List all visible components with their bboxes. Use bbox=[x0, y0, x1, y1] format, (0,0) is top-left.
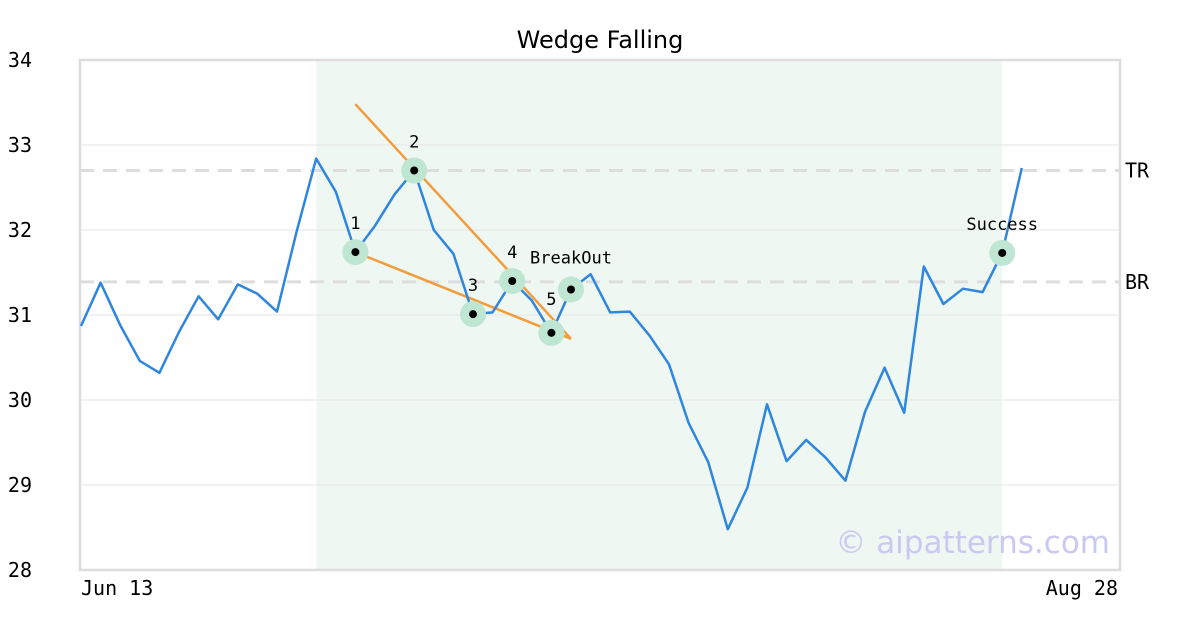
y-tick-label-34: 34 bbox=[8, 48, 32, 72]
x-tick-label-end: Aug 28 bbox=[1046, 576, 1118, 600]
point-label-4: 4 bbox=[507, 243, 517, 263]
point-label-breakout: BreakOut bbox=[530, 249, 612, 269]
watermark-text: © aipatterns.com bbox=[835, 525, 1110, 561]
point-label-5: 5 bbox=[546, 290, 556, 310]
wedge-upper-trendline bbox=[354, 103, 572, 340]
y-tick-label-28: 28 bbox=[8, 558, 32, 582]
point-marker-2 bbox=[410, 166, 419, 175]
point-label-3: 3 bbox=[468, 276, 478, 296]
point-label-1: 1 bbox=[350, 214, 360, 234]
level-label-br: BR bbox=[1125, 270, 1150, 294]
point-marker-3 bbox=[469, 310, 477, 319]
point-marker-success bbox=[998, 248, 1007, 257]
level-label-tr: TR bbox=[1125, 159, 1150, 183]
point-label-success: Success bbox=[966, 215, 1038, 235]
y-tick-label-32: 32 bbox=[8, 218, 32, 242]
plot-frame bbox=[78, 58, 1122, 572]
point-marker-breakout bbox=[567, 285, 575, 294]
point-marker-5 bbox=[547, 328, 556, 337]
point-marker-1 bbox=[351, 248, 360, 257]
y-tick-label-29: 29 bbox=[8, 473, 32, 497]
point-marker-4 bbox=[508, 277, 517, 285]
x-tick-label-start: Jun 13 bbox=[81, 576, 153, 600]
y-tick-label-33: 33 bbox=[8, 133, 32, 157]
point-label-2: 2 bbox=[409, 133, 419, 153]
wedge-lower-trendline bbox=[354, 250, 572, 340]
chart-title: Wedge Falling bbox=[517, 26, 684, 54]
y-tick-label-30: 30 bbox=[8, 388, 32, 412]
y-tick-label-31: 31 bbox=[8, 303, 32, 327]
